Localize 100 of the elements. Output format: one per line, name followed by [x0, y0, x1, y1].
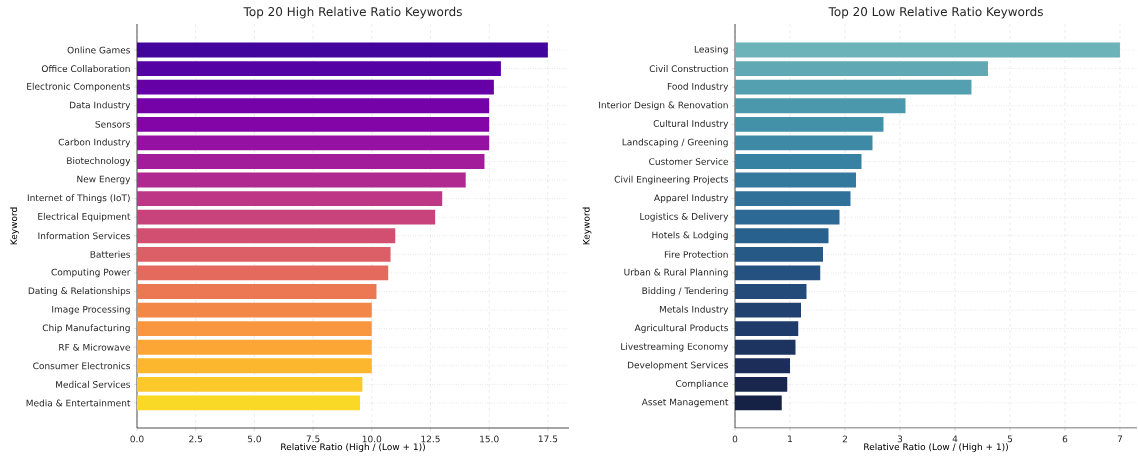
- y-tick-label: Metals Industry: [659, 305, 729, 315]
- y-tick-label: Leasing: [694, 45, 728, 55]
- bar: [735, 265, 821, 281]
- y-tick-label: Civil Construction: [649, 65, 728, 73]
- bar: [735, 358, 790, 374]
- y-tick-label: Information Services: [38, 232, 131, 240]
- chart-title: Top 20 High Relative Ratio Keywords: [243, 6, 462, 19]
- y-tick-label: Urban & Rural Planning: [624, 268, 728, 278]
- bar: [735, 154, 862, 169]
- y-tick-label: Logistics & Delivery: [640, 212, 729, 222]
- y-tick-label: Carbon Industry: [58, 138, 131, 148]
- y-tick-label: Consumer Electronics: [33, 362, 131, 370]
- y-tick-label: Internet of Things (IoT): [27, 194, 130, 203]
- bar: [735, 79, 972, 95]
- x-axis-title: Relative Ratio (Low / (High + 1)): [864, 443, 1008, 452]
- y-tick-label: Image Processing: [52, 305, 130, 315]
- y-tick-label: Cultural Industry: [653, 119, 729, 129]
- y-tick-label: Dating & Relationships: [28, 287, 131, 296]
- bar: [735, 209, 840, 225]
- bar: [137, 209, 436, 225]
- bar: [137, 246, 391, 262]
- x-tick-label: 1: [788, 435, 793, 443]
- y-tick-label: RF & Microwave: [59, 343, 131, 351]
- bar: [735, 42, 1120, 58]
- x-tick-label: 2.5: [189, 435, 203, 443]
- x-tick-label: 12.5: [421, 435, 440, 443]
- x-tick-label: 6: [1062, 435, 1068, 443]
- y-tick-label: Media & Entertainment: [26, 399, 131, 407]
- y-tick-label: Data Industry: [69, 101, 131, 111]
- y-tick-label: Civil Engineering Projects: [614, 175, 729, 185]
- bar: [735, 191, 851, 207]
- bar: [735, 228, 829, 244]
- y-tick-label: Landscaping / Greening: [622, 138, 728, 148]
- bar: [137, 172, 466, 188]
- bar: [137, 358, 372, 374]
- y-tick-label: Computing Power: [51, 268, 131, 278]
- bar: [137, 116, 490, 132]
- y-tick-label: Asset Management: [641, 398, 729, 408]
- chart-title: Top 20 Low Relative Ratio Keywords: [828, 6, 1043, 19]
- x-tick-label: 5.0: [247, 435, 261, 443]
- bar: [735, 172, 856, 188]
- bar: [735, 135, 873, 151]
- bar: [735, 98, 906, 114]
- bar: [735, 395, 782, 411]
- bar: [137, 265, 389, 281]
- bar: [735, 246, 823, 262]
- x-tick-label: 17.5: [538, 435, 558, 443]
- bar: [735, 284, 807, 299]
- y-axis-title: Keyword: [10, 207, 19, 245]
- x-tick-label: 7: [1117, 435, 1123, 443]
- bar: [137, 284, 377, 299]
- x-tick-label: 4: [952, 435, 958, 443]
- x-tick-label: 3: [897, 435, 903, 443]
- y-tick-label: Food Industry: [667, 82, 729, 92]
- bar: [137, 376, 363, 392]
- bar: [735, 339, 796, 355]
- x-tick-label: 0.0: [130, 435, 144, 443]
- y-tick-label: Batteries: [90, 250, 131, 258]
- x-axis-title: Relative Ratio (High / (Low + 1)): [281, 443, 425, 452]
- y-tick-label: Biotechnology: [67, 157, 131, 166]
- y-tick-label: Sensors: [95, 120, 131, 128]
- x-tick-label: 7.5: [306, 435, 320, 443]
- x-tick-label: 0: [732, 435, 738, 443]
- y-tick-label: Online Games: [67, 46, 131, 54]
- bar: [137, 191, 443, 207]
- bar: [137, 321, 372, 337]
- bar: [137, 135, 490, 151]
- y-tick-label: Agricultural Products: [634, 324, 729, 333]
- y-tick-label: Livestreaming Economy: [621, 342, 729, 352]
- bar: [735, 321, 799, 337]
- y-tick-label: Bidding / Tendering: [642, 287, 728, 296]
- bar: [137, 302, 372, 318]
- bar: [735, 376, 788, 392]
- bar: [735, 302, 801, 318]
- y-tick-label: Interior Design & Renovation: [599, 101, 728, 111]
- y-tick-label: Electronic Components: [27, 82, 131, 92]
- y-tick-label: New Energy: [77, 175, 131, 185]
- y-tick-label: Development Services: [627, 361, 729, 371]
- bar: [137, 339, 372, 355]
- y-tick-label: Customer Service: [649, 157, 728, 165]
- bar: [137, 98, 490, 114]
- y-tick-label: Hotels & Lodging: [652, 231, 728, 241]
- bar: [735, 116, 884, 132]
- y-tick-label: Medical Services: [56, 380, 131, 388]
- x-tick-label: 10.0: [362, 435, 382, 443]
- bar: [137, 154, 485, 169]
- y-tick-label: Chip Manufacturing: [42, 324, 130, 333]
- bar: [735, 61, 988, 77]
- y-axis-title: Keyword: [582, 207, 592, 245]
- bar: [137, 42, 548, 58]
- y-tick-label: Fire Protection: [664, 250, 728, 258]
- y-tick-label: Compliance: [676, 380, 729, 389]
- y-tick-label: Apparel Industry: [654, 194, 729, 203]
- y-tick-label: Office Collaboration: [41, 65, 130, 73]
- bar: [137, 228, 396, 244]
- x-tick-label: 2: [842, 435, 847, 443]
- bar: [137, 61, 501, 77]
- x-tick-label: 5: [1007, 435, 1013, 443]
- bar: [137, 79, 494, 95]
- x-tick-label: 15.0: [480, 435, 499, 443]
